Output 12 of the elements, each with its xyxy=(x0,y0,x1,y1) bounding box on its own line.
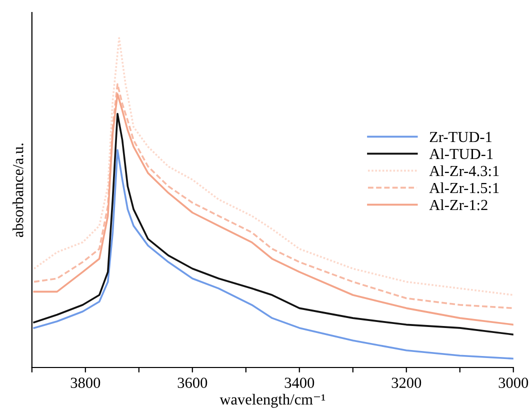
x-tick-label: 3400 xyxy=(284,378,314,388)
legend-label: Al-Zr-4.3:1 xyxy=(429,165,499,176)
legend-label: Zr-TUD-1 xyxy=(430,132,492,142)
legend-label: Al-Zr-1.5:1 xyxy=(429,182,499,194)
x-axis-title: wavelength/cm⁻¹ xyxy=(220,394,326,408)
legend-label: Al-Zr-1:2 xyxy=(429,199,488,210)
x-tick-label: 3200 xyxy=(392,378,422,388)
x-tick-label: 3000 xyxy=(498,378,528,388)
y-axis-title: absorbance/a.u. xyxy=(12,144,24,238)
x-tick-label: 3600 xyxy=(178,378,208,388)
x-tick-label: 3800 xyxy=(70,378,100,388)
legend-label: Al-TUD-1 xyxy=(429,148,493,160)
